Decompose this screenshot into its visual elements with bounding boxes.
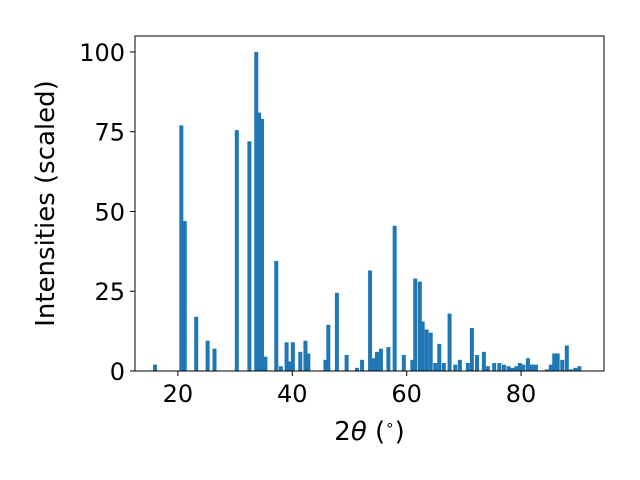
x-tick-label: 80 — [506, 380, 537, 408]
bar — [453, 364, 458, 371]
bar-series — [153, 51, 582, 371]
bar — [492, 363, 497, 371]
bar — [274, 260, 279, 371]
bar — [298, 351, 303, 371]
bar — [481, 351, 486, 371]
bar — [529, 364, 534, 371]
bar — [517, 363, 522, 371]
bar — [501, 364, 506, 371]
x-axis-label: 2θ (∘) — [334, 416, 404, 447]
bar — [424, 329, 429, 371]
bar — [428, 332, 433, 371]
bar — [433, 363, 438, 371]
bar — [577, 366, 582, 371]
bar — [182, 221, 187, 371]
bar — [288, 361, 292, 371]
bar — [179, 125, 184, 371]
bar — [326, 324, 331, 371]
bar — [514, 366, 519, 371]
bar — [447, 313, 452, 371]
x-tick-label: 20 — [163, 380, 194, 408]
y-tick-label: 0 — [110, 358, 125, 386]
bar — [560, 359, 565, 371]
bar — [441, 363, 446, 371]
x-tick-label: 60 — [391, 380, 422, 408]
bar — [205, 340, 210, 371]
y-tick-label: 25 — [94, 278, 125, 306]
y-tick-label: 100 — [79, 39, 125, 67]
bar — [263, 356, 268, 371]
bar — [334, 292, 339, 371]
bar — [401, 355, 406, 371]
y-tick-label: 50 — [94, 198, 125, 226]
bar — [417, 281, 422, 371]
bar — [234, 130, 239, 371]
bar — [457, 359, 462, 371]
bar — [392, 225, 397, 371]
bar — [475, 355, 480, 371]
bar — [284, 342, 289, 371]
bar — [254, 51, 259, 371]
bar — [290, 342, 295, 371]
bar — [465, 363, 470, 371]
y-axis-label: Intensities (scaled) — [31, 80, 61, 327]
bar — [368, 270, 373, 371]
x-axis: 20 40 60 80 — [163, 371, 537, 408]
bar — [420, 321, 425, 371]
bar — [548, 364, 553, 371]
bar — [568, 369, 573, 371]
bar — [153, 364, 158, 371]
bar — [506, 366, 511, 371]
bar — [485, 366, 490, 371]
bar — [386, 347, 391, 371]
bar — [413, 278, 418, 371]
bar — [437, 343, 442, 371]
bar — [259, 118, 264, 371]
bar — [354, 367, 359, 371]
bar — [552, 353, 557, 371]
bar — [510, 367, 515, 371]
bar — [323, 359, 328, 371]
bar — [247, 141, 252, 371]
bar — [306, 353, 311, 371]
bar — [374, 351, 379, 371]
bar — [378, 348, 383, 371]
y-tick-label: 75 — [94, 119, 125, 147]
bar — [257, 112, 262, 371]
bar — [469, 327, 474, 371]
bar — [371, 358, 376, 371]
bar — [573, 367, 578, 371]
bar — [410, 359, 415, 371]
bar — [521, 364, 526, 371]
plot-frame — [134, 35, 605, 372]
bar — [497, 363, 502, 371]
bar — [564, 345, 569, 371]
x-tick-label: 40 — [277, 380, 308, 408]
bar — [344, 355, 349, 371]
bar — [303, 340, 308, 371]
bar — [544, 369, 549, 371]
bar — [533, 364, 538, 371]
bar — [194, 316, 199, 371]
bar — [278, 366, 283, 371]
bar — [525, 358, 530, 371]
bar — [360, 359, 365, 371]
bar — [555, 353, 560, 371]
y-axis: 0 25 50 75 100 — [79, 39, 135, 386]
bar — [212, 348, 217, 371]
